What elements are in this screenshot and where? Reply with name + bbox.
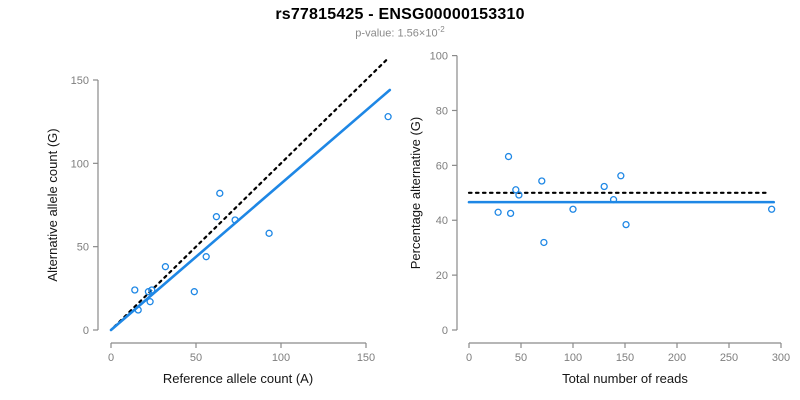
right-data-point xyxy=(600,182,608,191)
left-data-point xyxy=(384,113,392,121)
left-x-tick-label: 150 xyxy=(357,352,375,364)
right-data-point xyxy=(569,205,577,213)
right-data-point xyxy=(506,209,515,218)
left-y-axis-title: Alternative allele count (G) xyxy=(45,128,60,281)
right-y-axis-title: Percentage alternative (G) xyxy=(408,117,423,269)
right-x-tick-label: 100 xyxy=(564,352,582,364)
left-y-tick-label: 100 xyxy=(71,158,89,170)
right-x-tick-label: 50 xyxy=(515,352,527,364)
left-data-point xyxy=(190,288,198,296)
right-y-tick-label: 40 xyxy=(436,215,448,227)
left-data-point xyxy=(202,253,210,261)
left-y-tick-label: 0 xyxy=(83,325,89,337)
right-x-tick-label: 250 xyxy=(720,352,738,364)
left-data-point xyxy=(216,189,224,197)
right-data-point xyxy=(515,191,523,199)
right-data-point xyxy=(494,208,502,216)
right-y-tick-label: 0 xyxy=(442,325,448,337)
right-data-point xyxy=(609,196,618,204)
left-identity-line xyxy=(113,57,390,328)
pvalue-exponent: -2 xyxy=(437,25,445,34)
right-data-point xyxy=(504,152,513,161)
right-data-point xyxy=(538,177,546,185)
right-y-tick-label: 60 xyxy=(436,160,448,172)
left-y-tick-label: 150 xyxy=(71,75,89,87)
right-y-tick-label: 100 xyxy=(430,51,448,63)
left-data-point xyxy=(212,213,221,221)
pvalue-text: p-value: 1.56×10 xyxy=(355,27,438,40)
left-x-tick-label: 50 xyxy=(190,352,202,364)
left-data-point xyxy=(146,298,154,306)
left-data-point xyxy=(231,216,239,224)
right-x-axis-title: Total number of reads xyxy=(562,371,688,386)
left-regression-line xyxy=(109,88,392,332)
figure-subtitle: p-value: 1.56×10-2 xyxy=(0,25,800,40)
right-y-tick-label: 80 xyxy=(436,105,448,117)
figure-title: rs77815425 - ENSG00000153310 xyxy=(275,6,525,23)
right-data-point xyxy=(622,220,630,229)
left-x-tick-label: 0 xyxy=(108,352,114,364)
left-data-point xyxy=(134,306,142,314)
right-x-tick-label: 0 xyxy=(466,352,472,364)
left-data-point xyxy=(161,263,170,271)
left-data-point xyxy=(148,286,156,294)
right-x-tick-label: 200 xyxy=(668,352,686,364)
left-y-tick-label: 50 xyxy=(77,242,89,254)
right-data-point xyxy=(512,186,520,194)
right-data-point xyxy=(617,172,625,180)
right-data-point xyxy=(767,205,776,213)
right-y-tick-label: 20 xyxy=(436,270,448,282)
left-x-tick-label: 100 xyxy=(272,352,290,364)
right-data-point xyxy=(540,238,548,247)
right-x-tick-label: 150 xyxy=(616,352,634,364)
left-data-point xyxy=(144,288,153,296)
left-data-point xyxy=(131,286,139,294)
left-x-axis-title: Reference allele count (A) xyxy=(163,371,313,386)
left-data-point xyxy=(265,229,273,237)
right-x-tick-label: 300 xyxy=(772,352,790,364)
